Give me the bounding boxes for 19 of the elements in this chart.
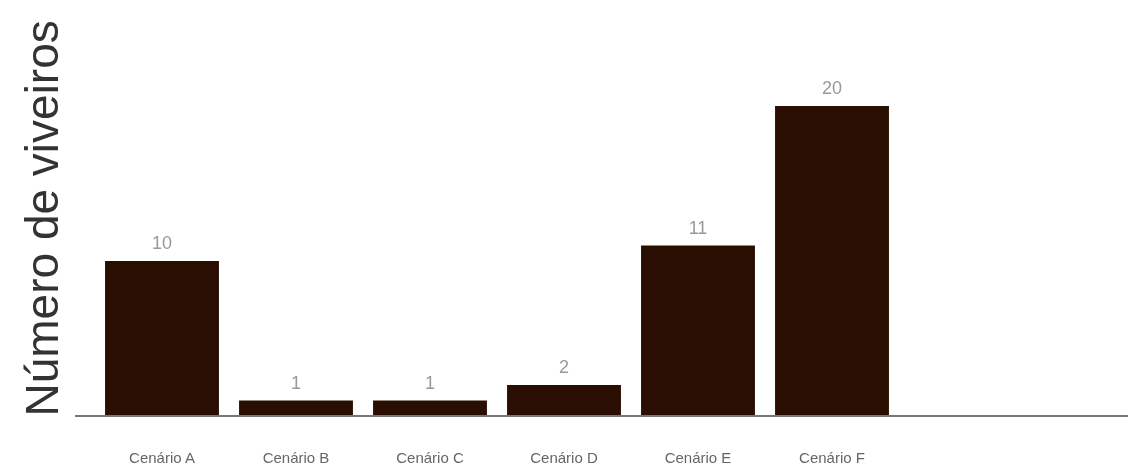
bar	[373, 400, 487, 416]
data-label: 10	[151, 233, 173, 254]
bar	[105, 261, 219, 416]
data-label: 11	[688, 217, 708, 238]
bar	[641, 245, 755, 416]
bar	[239, 400, 353, 416]
x-tick-label: Cenário B	[262, 448, 330, 465]
bar	[775, 106, 889, 416]
x-tick-label: Cenário A	[129, 448, 195, 465]
data-label: 1	[290, 372, 302, 393]
bar	[507, 385, 621, 416]
data-label: 1	[424, 372, 436, 393]
x-tick-label: Cenário C	[396, 448, 464, 465]
x-tick-label: Cenário D	[530, 448, 598, 465]
data-label: 20	[821, 78, 843, 99]
x-tick-label: Cenário E	[664, 448, 732, 465]
x-tick-label: Cenário F	[799, 448, 865, 465]
data-label: 2	[558, 357, 570, 378]
y-axis-title: Número de viveiros	[15, 20, 68, 417]
